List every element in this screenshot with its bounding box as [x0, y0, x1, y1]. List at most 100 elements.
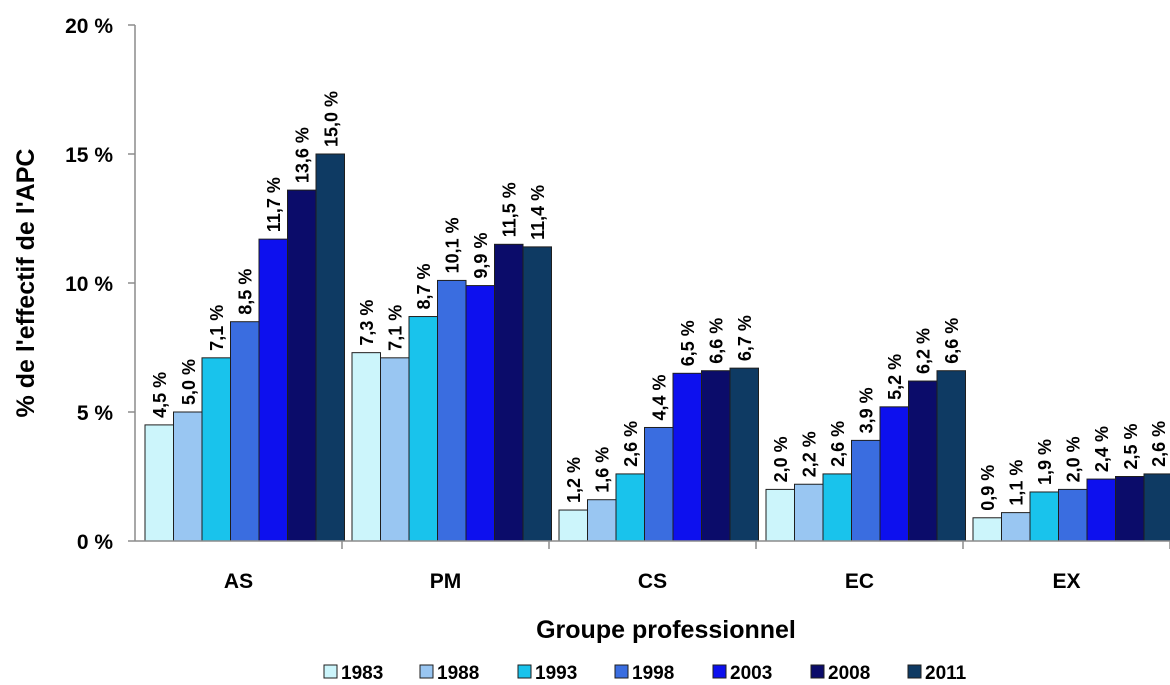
bar-1983-CS [558, 509, 588, 542]
legend-label: 1983 [341, 663, 383, 684]
bar-2003-PM [465, 285, 495, 542]
legend-label: 1998 [632, 663, 674, 684]
data-label: 10,1 % [443, 217, 463, 273]
bar-2011-PM [522, 246, 552, 542]
legend-swatch-1993 [517, 664, 532, 679]
bar-1993-AS [201, 357, 231, 542]
bar-2008-EC [908, 380, 938, 542]
data-label: 4,4 % [650, 374, 670, 420]
bar-1988-PM [380, 357, 410, 542]
bar-1998-EC [851, 439, 881, 542]
data-label: 9,9 % [471, 233, 491, 279]
data-label: 1,9 % [1035, 439, 1055, 485]
bar-1993-EC [822, 473, 852, 542]
bar-2011-AS [315, 153, 345, 542]
data-label: 2,2 % [800, 431, 820, 477]
bar-1983-AS [144, 424, 174, 542]
bar-1998-PM [437, 279, 467, 542]
bar-1983-PM [351, 352, 381, 542]
data-label: 11,4 % [528, 185, 548, 240]
bar-1993-EX [1029, 491, 1059, 542]
data-label: 13,6 % [293, 127, 313, 183]
y-tick-label: 5 % [77, 402, 114, 425]
bar-2003-CS [672, 372, 702, 542]
legend-swatch-2008 [810, 664, 825, 679]
x-axis-ticks: AS PM CS EC EX [224, 541, 1170, 593]
data-labels: 4,5 % 7,3 % 1,2 % 2,0 % 0,9 % 5,0 % 7,1 % 1,6 %… [150, 91, 1169, 511]
bar-2011-EX [1143, 473, 1170, 542]
data-label: 6,6 % [707, 318, 727, 364]
bar-1988-EC [794, 483, 824, 542]
data-label: 2,6 % [1149, 421, 1169, 467]
data-label: 6,5 % [678, 320, 698, 366]
bar-2003-EC [879, 406, 909, 542]
bar-1998-CS [644, 426, 674, 542]
bar-1983-EC [765, 488, 795, 542]
bar-1993-PM [408, 316, 438, 542]
data-label: 1,2 % [564, 457, 584, 503]
legend-swatch-2003 [712, 664, 727, 679]
data-label: 4,5 % [150, 372, 170, 418]
bar-2008-CS [701, 370, 731, 542]
data-label: 7,1 % [207, 305, 227, 351]
y-tick-label: 0 % [77, 531, 114, 554]
data-label: 7,3 % [357, 300, 377, 346]
bar-2008-PM [494, 243, 524, 542]
data-label: 7,1 % [386, 305, 406, 351]
data-label: 2,5 % [1121, 423, 1141, 469]
data-label: 0,9 % [978, 465, 998, 511]
data-label: 6,7 % [735, 315, 755, 361]
x-tick-label: EX [1052, 570, 1080, 593]
data-label: 3,9 % [857, 387, 877, 433]
bars [144, 153, 1170, 542]
y-tick-label: 10 % [65, 273, 113, 296]
bar-1983-EX [972, 517, 1002, 542]
legend-label: 2011 [925, 663, 967, 684]
legend-label: 2003 [730, 663, 772, 684]
bar-2011-EC [936, 370, 966, 542]
x-tick-label: EC [845, 570, 874, 593]
data-label: 2,0 % [1064, 436, 1084, 482]
bar-2003-AS [258, 238, 288, 542]
data-label: 11,7 % [264, 177, 284, 232]
bar-1998-AS [230, 321, 260, 542]
x-axis-title: Groupe professionnel [536, 616, 796, 644]
bar-2003-EX [1086, 478, 1116, 542]
data-label: 11,5 % [500, 182, 520, 237]
bar-1998-EX [1058, 488, 1088, 542]
legend-swatch-2011 [907, 664, 922, 679]
legend-label: 1993 [535, 663, 577, 684]
bar-1993-CS [615, 473, 645, 542]
data-label: 2,0 % [771, 436, 791, 482]
data-label: 8,5 % [236, 269, 256, 315]
legend-label: 2008 [828, 663, 870, 684]
bar-1988-CS [587, 499, 617, 542]
data-label: 8,7 % [414, 264, 434, 310]
legend: 1983 1988 1993 1998 2003 2008 2011 [323, 663, 967, 684]
legend-swatch-1998 [614, 664, 629, 679]
legend-swatch-1983 [323, 664, 338, 679]
x-tick-label: AS [224, 570, 253, 593]
data-label: 1,6 % [593, 447, 613, 493]
y-tick-label: 15 % [65, 144, 113, 167]
bar-2008-AS [287, 189, 317, 542]
x-tick-label: CS [638, 570, 667, 593]
data-label: 5,0 % [179, 359, 199, 405]
y-axis-ticks: 0 % 5 % 10 % 15 % 20 % [65, 15, 135, 554]
data-label: 2,6 % [828, 421, 848, 467]
data-label: 6,6 % [942, 318, 962, 364]
data-label: 2,4 % [1092, 426, 1112, 472]
bar-1988-EX [1001, 512, 1031, 542]
legend-label: 1988 [437, 663, 479, 684]
x-tick-label: PM [430, 570, 462, 593]
bar-2011-CS [729, 367, 759, 542]
bar-2008-EX [1115, 476, 1145, 542]
data-label: 15,0 % [321, 91, 341, 147]
bar-1988-AS [173, 411, 203, 542]
y-tick-label: 20 % [65, 15, 113, 38]
data-label: 5,2 % [885, 354, 905, 400]
data-label: 1,1 % [1007, 460, 1027, 506]
y-axis-title: % de l'effectif de l'APC [12, 149, 40, 418]
data-label: 2,6 % [621, 421, 641, 467]
